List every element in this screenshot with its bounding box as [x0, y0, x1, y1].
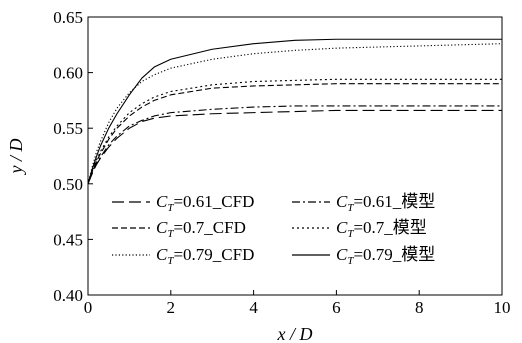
legend-label-1: CT=0.61_CFD [156, 192, 254, 214]
x-tick-label: 10 [494, 298, 511, 317]
x-tick-label: 8 [415, 298, 424, 317]
legend-value: =0.61_CFD [173, 192, 254, 211]
plot-frame [87, 16, 503, 296]
legend-symbol: C [156, 192, 168, 211]
y-tick-label: 0.60 [53, 64, 83, 83]
legend-value: =0.7_模型 [353, 218, 426, 237]
legend-subscript: T [167, 228, 174, 240]
legend-value: =0.7_CFD [173, 218, 245, 237]
x-tick-label: 4 [249, 298, 258, 317]
y-tick-label: 0.45 [53, 230, 83, 249]
legend-symbol: C [336, 192, 348, 211]
series-line-2 [87, 105, 502, 184]
legend-label-2: CT=0.61_模型 [336, 192, 435, 214]
x-axis-label: x / D [277, 324, 313, 343]
x-tick-label: 2 [167, 298, 176, 317]
y-tick-label: 0.55 [53, 119, 83, 138]
legend-label-4: CT=0.7_模型 [336, 218, 427, 240]
series-layer [87, 38, 503, 185]
series-line-1 [87, 109, 502, 185]
legend-value: =0.61_模型 [353, 192, 435, 211]
legend-label-3: CT=0.7_CFD [156, 218, 246, 240]
y-tick-label: 0.40 [53, 286, 83, 305]
legend-label-5: CT=0.79_CFD [156, 245, 254, 267]
legend-subscript: T [347, 255, 354, 267]
legend-symbol: C [336, 218, 348, 237]
y-tick-label: 0.50 [53, 175, 83, 194]
legend-value: =0.79_CFD [173, 245, 254, 264]
series-line-6 [87, 38, 502, 184]
legend-subscript: T [167, 202, 174, 214]
series-line-3 [87, 83, 502, 184]
legend-label-6: CT=0.79_模型 [336, 245, 435, 267]
legend-symbol: C [336, 245, 348, 264]
legend-subscript: T [347, 202, 354, 214]
x-tick-label: 0 [84, 298, 93, 317]
axis-ticks: 0 2 4 6 8 10 0.40 0.45 0.50 0.55 0.60 0.65 [53, 8, 510, 317]
legend-subscript: T [347, 228, 354, 240]
legend-subscript: T [167, 255, 174, 267]
x-tick-label: 6 [332, 298, 341, 317]
series-line-4 [87, 78, 502, 184]
legend-symbol: C [156, 245, 168, 264]
legend-symbol: C [156, 218, 168, 237]
series-line-5 [87, 43, 503, 184]
y-axis-label: y / D [6, 139, 26, 176]
legend-value: =0.79_模型 [353, 245, 435, 264]
y-tick-label: 0.65 [53, 8, 83, 27]
